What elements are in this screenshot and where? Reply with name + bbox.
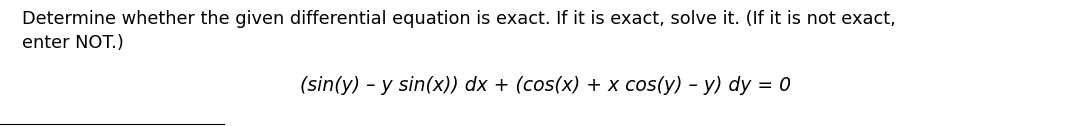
Text: enter NOT.): enter NOT.) xyxy=(22,34,123,52)
Text: Determine whether the given differential equation is exact. If it is exact, solv: Determine whether the given differential… xyxy=(22,10,895,28)
Text: (sin(y) – y sin(x)) dx + (cos(x) + x cos(y) – y) dy = 0: (sin(y) – y sin(x)) dx + (cos(x) + x cos… xyxy=(300,76,792,95)
